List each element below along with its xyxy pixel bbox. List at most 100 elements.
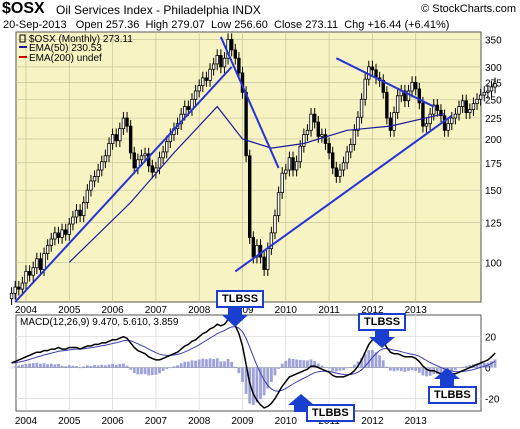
candle-body (475, 98, 479, 105)
macd-histogram-bar (425, 367, 428, 377)
candle-body (186, 106, 191, 110)
macd-histogram-bar (468, 364, 472, 368)
macd-histogram-bar (396, 367, 400, 371)
callout-tlbbs-right: TLBBS (428, 386, 477, 404)
macd-y-tick-label: 0 (485, 364, 491, 375)
macd-x-tick-label: 2013 (405, 416, 428, 427)
macd-histogram-bar (107, 364, 111, 368)
candle-body (67, 223, 71, 235)
candle-body (244, 91, 248, 157)
macd-histogram-bar (205, 359, 208, 368)
macd-histogram-bar (103, 365, 107, 368)
candle-body (468, 109, 472, 114)
price-x-tick-label: 2007 (145, 305, 168, 316)
candle-body (287, 157, 292, 171)
macd-histogram-bar (13, 366, 17, 368)
macd-x-tick-label: 2009 (231, 416, 254, 427)
macd-histogram-bar (280, 363, 284, 368)
macd-histogram-bar (201, 358, 205, 368)
candle-body (85, 189, 90, 203)
candle-body (417, 88, 422, 104)
candle-body (334, 167, 339, 177)
macd-x-tick-label: 2007 (145, 416, 168, 427)
macd-histogram-bar (179, 363, 183, 368)
candle-body (60, 229, 64, 238)
legend-main: $OSX (Monthly) 273.11 (29, 34, 133, 45)
candle-body (219, 55, 223, 68)
macd-histogram-bar (356, 361, 360, 368)
macd-histogram-bar (389, 367, 392, 371)
macd-x-tick-label: 2012 (361, 416, 384, 427)
macd-histogram-bar (219, 361, 223, 368)
macd-x-tick-label: 2004 (15, 416, 38, 427)
candle-body (233, 49, 237, 59)
price-y-tick-label: 300 (485, 63, 502, 74)
open-label: Open (75, 19, 103, 31)
macd-histogram-bar (150, 367, 154, 376)
candle-body (262, 256, 266, 270)
macd-histogram-bar (223, 361, 226, 368)
macd-histogram-bar (392, 367, 396, 372)
macd-histogram-bar (82, 366, 86, 368)
macd-histogram-bar (46, 364, 50, 368)
macd-histogram-bar (482, 362, 486, 368)
macd-histogram-bar (208, 358, 212, 368)
macd-histogram-bar (147, 367, 151, 376)
candle-body (107, 143, 111, 157)
trendlines (14, 36, 453, 303)
macd-histogram-bar (316, 363, 320, 368)
candle-body (428, 113, 432, 125)
candle-body (89, 180, 93, 191)
macd-histogram-bar (342, 367, 345, 371)
candle-body (121, 117, 126, 130)
macd-histogram-bar (111, 363, 114, 368)
candle-body (222, 57, 227, 68)
macd-histogram-bar (143, 367, 147, 375)
macd-histogram-bar (457, 367, 461, 369)
candle-body (439, 109, 443, 117)
macd-histogram-bar (78, 367, 82, 369)
candle-body (320, 134, 324, 137)
candle-body (132, 152, 136, 169)
candle-body (305, 129, 310, 136)
candle-body (100, 161, 104, 171)
candle-body (74, 209, 79, 218)
high-label: High (145, 19, 169, 31)
candle-body (35, 258, 39, 269)
candle-body (413, 81, 418, 90)
price-x-tick-label: 2005 (58, 305, 81, 316)
candle-body (71, 216, 75, 225)
candle-body (204, 77, 209, 81)
source-credit[interactable]: © StockCharts.com (421, 3, 516, 15)
macd-histogram-bar (493, 359, 497, 368)
macd-histogram-bar (385, 366, 389, 368)
candle-body (356, 116, 360, 131)
arrow-up-right (434, 368, 460, 386)
ema50-line (68, 105, 445, 263)
trendline (14, 66, 233, 303)
macd-histogram-bar (154, 367, 158, 375)
candle-body (432, 104, 436, 115)
candle-body (359, 98, 364, 118)
low-label: Low (211, 19, 232, 31)
candle-body (457, 106, 461, 115)
macd-histogram-bar (10, 367, 13, 369)
price-x-tick-label: 2011 (318, 305, 340, 316)
callout-tlbss-right: TLBSS (358, 313, 407, 331)
candle-body (341, 162, 346, 171)
macd-histogram-bar (212, 359, 216, 368)
macd-histogram-bar (251, 367, 255, 406)
macd-histogram-bar (194, 360, 197, 368)
macd-histogram-bar (233, 366, 237, 368)
macd-histogram-bar (374, 352, 378, 368)
candle-body (471, 103, 476, 110)
candle-body (424, 123, 429, 127)
macd-histogram-bar (464, 365, 468, 368)
trendline (219, 36, 280, 169)
macd-histogram-bar (435, 367, 439, 375)
macd-histogram-bar (345, 367, 349, 369)
callout-tlbss-left: TLBSS (216, 290, 265, 308)
candle-body (56, 232, 61, 238)
macd-histogram-bar (291, 359, 295, 368)
